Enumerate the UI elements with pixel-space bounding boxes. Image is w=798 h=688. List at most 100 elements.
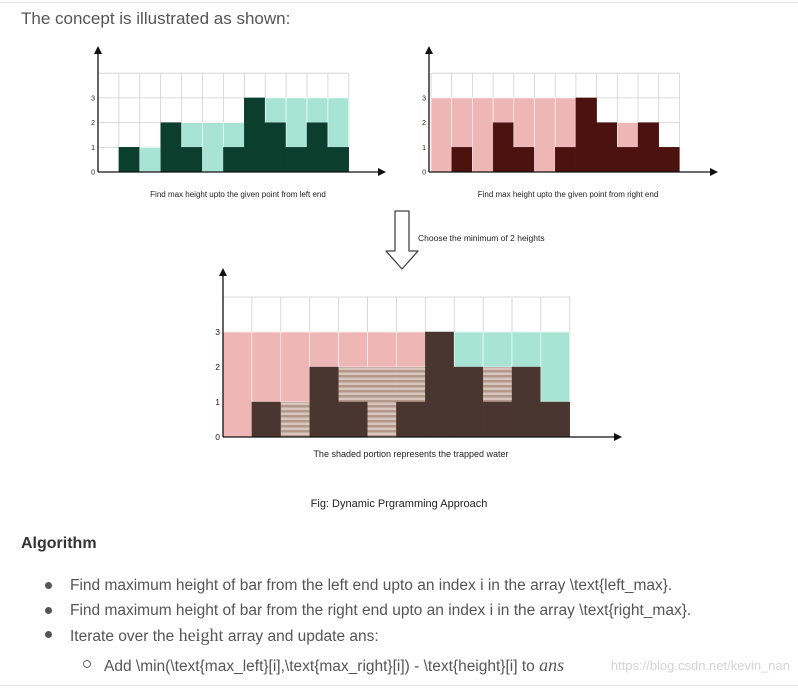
fill-cell (453, 331, 484, 368)
fill-cell (280, 331, 310, 403)
fill-cell (492, 97, 515, 123)
x-axis-arrow-icon (710, 168, 718, 176)
algorithm-step-3: Iterate over the height array and update… (70, 625, 379, 645)
y-tick-label: 3 (215, 327, 220, 337)
y-tick-label: 2 (422, 120, 426, 127)
bar (555, 147, 577, 173)
bar (251, 401, 281, 438)
bar (327, 147, 349, 173)
fill-cell (139, 147, 162, 173)
bar (540, 401, 571, 438)
water-cell (367, 367, 397, 437)
bar (511, 366, 542, 438)
left-chart-caption: Find max height upto the given point fro… (150, 190, 326, 199)
fill-cell (513, 97, 535, 148)
bottom-divider (0, 685, 798, 686)
y-tick-label: 0 (91, 169, 95, 176)
water-cell (483, 367, 512, 402)
bar (454, 366, 484, 438)
arrow-label: Choose the minimum of 2 heights (418, 233, 545, 243)
bar (513, 147, 535, 173)
bar (396, 401, 426, 438)
y-tick-label: 1 (91, 145, 95, 152)
fill-cell (554, 97, 577, 148)
bar (658, 147, 680, 173)
fill-cell (285, 97, 308, 148)
bar (244, 97, 266, 173)
fill-cell (202, 122, 224, 173)
y-tick-label: 3 (422, 95, 426, 102)
y-tick-label: 1 (215, 397, 220, 407)
right-max-chart: 0 1 2 3 (422, 46, 718, 176)
substep-text: Add \min(\text{max_left}[i],\text{max_ri… (104, 658, 540, 675)
bar (575, 97, 597, 173)
left-max-chart: 0 1 2 3 (91, 46, 386, 176)
list-item: Find maximum height of bar from the left… (45, 576, 691, 601)
fill-cell (451, 97, 473, 148)
fill-cell (472, 97, 494, 173)
fill-cell (511, 331, 542, 368)
height-math: height (178, 625, 224, 645)
fill-cell (540, 331, 571, 403)
algorithm-heading: Algorithm (21, 535, 97, 552)
y-axis-arrow-icon (425, 46, 433, 54)
bar (451, 147, 473, 173)
y-tick-label: 0 (215, 432, 220, 442)
algorithm-step-1: Find maximum height of bar from the left… (70, 577, 673, 594)
fill-cell (251, 331, 282, 403)
y-tick-label: 0 (422, 169, 426, 176)
right-chart-caption: Find max height upto the given point fro… (478, 190, 659, 199)
x-axis-arrow-icon (614, 433, 622, 441)
fill-cell (327, 97, 350, 148)
bar (425, 331, 455, 438)
water-cell (338, 367, 368, 402)
bar (637, 122, 659, 173)
dp-approach-figure: 0 1 2 3 0 1 2 3 0 1 2 3 Choose the minimum of 2 h… (91, 46, 718, 459)
bar (265, 122, 287, 173)
bar (223, 147, 245, 173)
intro-text: The concept is illustrated as shown: (21, 9, 291, 28)
bar (285, 147, 308, 173)
fill-cell (430, 97, 453, 173)
fill-cell (223, 122, 245, 148)
y-tick-label: 2 (215, 362, 220, 372)
bar (181, 147, 203, 173)
fill-cell (264, 97, 287, 123)
list-item: Find maximum height of bar from the righ… (45, 601, 692, 626)
down-arrow-icon (385, 210, 419, 270)
bullet-icon (45, 631, 52, 638)
bar (617, 147, 639, 173)
ans-math: ans (539, 655, 565, 675)
fill-cell (534, 97, 556, 173)
step-3-prefix: Iterate over the (70, 628, 179, 645)
bar (596, 122, 618, 173)
y-axis-arrow-icon (219, 268, 227, 276)
y-tick-label: 2 (91, 120, 95, 127)
list-item: Iterate over the height array and update… (45, 625, 691, 650)
algorithm-substep: Add \min(\text{max_left}[i],\text{max_ri… (83, 655, 565, 676)
bar (338, 401, 368, 438)
fill-cell (396, 331, 426, 368)
bar (492, 122, 515, 173)
bar (306, 122, 329, 173)
figure-caption: Fig: Dynamic Prgramming Approach (310, 498, 488, 510)
fill-cell (338, 331, 368, 368)
algorithm-step-2: Find maximum height of bar from the righ… (70, 601, 692, 619)
water-cell (280, 402, 310, 437)
algorithm-list: Find maximum height of bar from the left… (45, 576, 692, 650)
y-tick-label: 1 (422, 145, 426, 152)
bullet-icon (45, 606, 52, 614)
bar (482, 401, 513, 438)
water-cell (396, 367, 426, 402)
top-divider (0, 2, 798, 3)
x-axis-arrow-icon (378, 168, 386, 176)
bar (309, 366, 339, 438)
y-tick-label: 3 (91, 95, 95, 102)
fill-cell (616, 122, 639, 148)
bottom-chart-caption: The shaded portion represents the trappe… (313, 449, 508, 459)
watermark: https://blog.csdn.net/kevin_nan (610, 658, 790, 673)
bar (160, 122, 182, 173)
bullet-icon (45, 582, 52, 589)
fill-cell (181, 122, 203, 148)
fill-cell (306, 97, 329, 123)
